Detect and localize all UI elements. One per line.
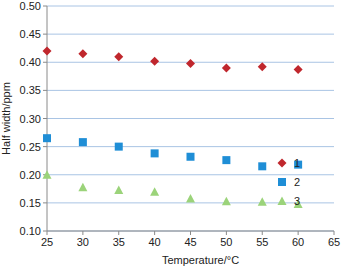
legend: 1 2 3 <box>278 157 301 207</box>
grid-line <box>47 34 334 35</box>
x-tick <box>118 231 119 235</box>
point <box>150 57 159 66</box>
legend-label: 1 <box>294 157 300 169</box>
point <box>114 185 123 194</box>
y-tick-label: 0.20 <box>20 169 41 181</box>
y-tick-label: 0.40 <box>20 56 41 68</box>
point <box>294 65 303 74</box>
grid-line <box>47 231 334 232</box>
y-tick <box>43 34 47 35</box>
x-tick <box>262 231 263 235</box>
x-tick-label: 40 <box>149 236 161 248</box>
grid-line <box>47 146 334 147</box>
grid-line <box>47 90 334 91</box>
y-tick-label: 0.35 <box>20 84 41 96</box>
grid-line <box>47 118 334 119</box>
point <box>43 134 51 142</box>
x-tick-label: 60 <box>292 236 304 248</box>
x-tick-label: 25 <box>41 236 53 248</box>
y-tick-label: 0.15 <box>20 197 41 209</box>
x-tick-label: 35 <box>113 236 125 248</box>
legend-marker <box>278 178 286 186</box>
point <box>79 138 87 146</box>
x-tick-label: 65 <box>328 236 340 248</box>
point <box>186 194 195 203</box>
y-tick <box>43 146 47 147</box>
point <box>222 197 231 206</box>
y-tick <box>43 202 47 203</box>
point <box>43 47 52 56</box>
grid-line <box>47 6 334 7</box>
x-tick <box>298 231 299 235</box>
point <box>43 170 52 179</box>
grid-line <box>47 202 334 203</box>
y-tick <box>43 62 47 63</box>
y-tick-label: 0.10 <box>20 225 41 237</box>
y-tick-label: 0.45 <box>20 28 41 40</box>
point <box>222 63 231 72</box>
x-tick <box>154 231 155 235</box>
y-tick <box>43 231 47 232</box>
x-tick <box>334 231 335 235</box>
point <box>78 183 87 192</box>
x-tick-label: 30 <box>77 236 89 248</box>
point <box>258 62 267 71</box>
y-axis <box>47 6 48 231</box>
legend-marker <box>278 159 287 168</box>
x-tick <box>190 231 191 235</box>
y-tick-label: 0.50 <box>20 0 41 12</box>
grid-line <box>47 174 334 175</box>
chart: 0.10 0.15 0.20 0.25 0.30 0.35 0.40 0.45 0.50 25 30… <box>0 0 348 271</box>
y-tick-label: 0.30 <box>20 113 41 125</box>
x-tick-label: 55 <box>256 236 268 248</box>
point <box>222 156 230 164</box>
x-tick <box>226 231 227 235</box>
x-tick <box>82 231 83 235</box>
point <box>187 153 195 161</box>
point <box>258 162 266 170</box>
y-axis-title: Half width/ppm <box>0 82 12 155</box>
y-tick-label: 0.25 <box>20 141 41 153</box>
point <box>151 149 159 157</box>
plot-area <box>43 47 303 209</box>
y-tick <box>43 90 47 91</box>
legend-label: 3 <box>294 195 300 207</box>
legend-label: 2 <box>294 176 300 188</box>
x-tick <box>47 231 48 235</box>
y-tick <box>43 118 47 119</box>
point <box>78 49 87 58</box>
point <box>115 143 123 151</box>
x-tick-label: 45 <box>184 236 196 248</box>
point <box>186 59 195 68</box>
x-tick-label: 50 <box>220 236 232 248</box>
y-tick <box>43 6 47 7</box>
legend-marker <box>278 197 287 206</box>
point <box>258 197 267 206</box>
x-axis-title: Temperature/°C <box>162 254 239 266</box>
point <box>150 187 159 196</box>
point <box>114 52 123 61</box>
x-axis <box>47 231 334 232</box>
